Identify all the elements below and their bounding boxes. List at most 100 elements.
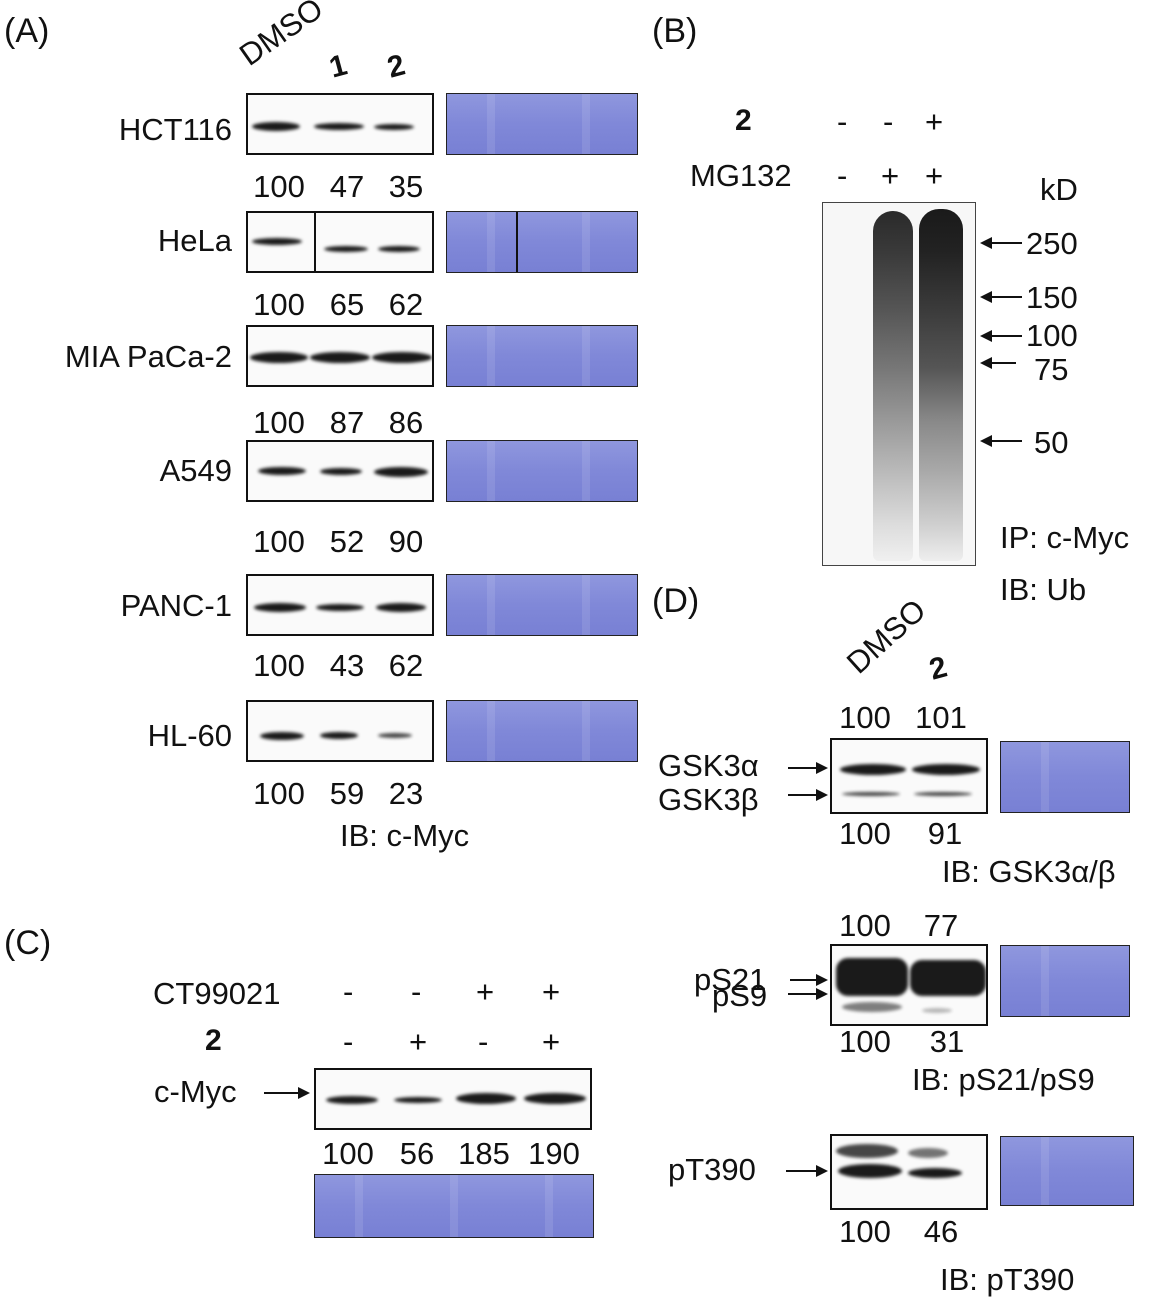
unit-label: kD	[1040, 172, 1078, 207]
sign: -	[478, 1024, 489, 1059]
label-arrow-line	[788, 767, 818, 769]
quant-value: 100	[253, 776, 305, 811]
quant-value: 100	[839, 908, 891, 943]
marker-line	[990, 242, 1022, 244]
quant-value: 100	[253, 405, 305, 440]
sign: -	[411, 974, 422, 1009]
treatment-name: 2	[205, 1024, 222, 1057]
cell-line-label: HCT116	[118, 112, 232, 147]
treatment-name: 2	[735, 104, 752, 137]
blot-band	[320, 468, 362, 475]
blot-band	[310, 352, 370, 363]
blot-band	[252, 238, 302, 245]
western-blot	[246, 440, 434, 502]
lane-header-1: 1	[325, 48, 351, 85]
sign: -	[837, 104, 848, 139]
quant-value: 31	[929, 1024, 965, 1059]
blot-band	[376, 603, 426, 612]
blot-band	[316, 604, 364, 611]
panel-c-label: (C)	[4, 924, 52, 962]
western-blot	[246, 325, 434, 387]
quant-value: 56	[399, 1136, 435, 1171]
label-arrow-line	[788, 993, 818, 995]
blot-band	[320, 732, 358, 739]
blot-band	[378, 733, 412, 738]
quant-value: 190	[528, 1136, 580, 1171]
quant-value: 100	[839, 1024, 891, 1059]
protein-label: pS9	[712, 978, 768, 1013]
ip-label: IP: c-Myc	[1000, 520, 1130, 555]
label-arrow-line	[786, 1170, 818, 1172]
target-arrow-line	[264, 1092, 300, 1094]
ib-label: IB: GSK3α/β	[942, 854, 1116, 889]
blot-band	[836, 958, 908, 996]
quant-value: 87	[329, 405, 365, 440]
cell-line-label: HeLa	[157, 223, 232, 258]
ib-label: IB: pS21/pS9	[912, 1062, 1095, 1097]
loading-control-stain	[446, 93, 638, 155]
blot-band	[922, 1008, 952, 1013]
cell-line-label: A549	[159, 453, 232, 488]
blot-band	[842, 1002, 902, 1012]
protein-label: pS21	[694, 962, 767, 997]
loading-control-stain	[446, 700, 638, 762]
panel-d-label: (D)	[652, 582, 700, 620]
label-arrow	[816, 1165, 828, 1177]
lane-smear	[873, 211, 913, 561]
blot-band	[378, 246, 420, 252]
quant-value: 47	[329, 169, 365, 204]
lane-header-dmso: DMSO	[233, 0, 330, 73]
loading-control-stain	[446, 574, 638, 636]
ib-label: IB: pT390	[940, 1262, 1075, 1297]
western-blot	[830, 738, 988, 814]
quant-value: 91	[927, 816, 963, 851]
marker-arrow	[980, 435, 992, 447]
marker-value: 150	[1026, 280, 1078, 315]
cell-line-label: PANC-1	[120, 588, 232, 623]
loading-control-stain	[1000, 945, 1130, 1017]
blot-band	[250, 352, 308, 363]
blot-band	[910, 960, 986, 996]
label-arrow-line	[790, 979, 818, 981]
blot-band	[258, 467, 306, 475]
blot-band	[842, 792, 900, 796]
blot-band	[372, 352, 432, 363]
sign: -	[343, 974, 354, 1009]
blot-band	[374, 467, 428, 477]
sign: +	[542, 974, 561, 1009]
western-blot	[314, 1068, 592, 1130]
blot-band	[914, 792, 972, 796]
lane-header-2: 2	[383, 48, 409, 85]
blot-band	[908, 1168, 962, 1178]
marker-line	[990, 440, 1022, 442]
western-blot	[246, 93, 434, 155]
marker-line	[990, 335, 1022, 337]
lane-header-dmso: DMSO	[839, 592, 933, 681]
blot-band	[524, 1093, 586, 1104]
blot-band	[836, 1144, 898, 1158]
panel-a-label: (A)	[4, 12, 50, 50]
blot-band	[326, 1096, 378, 1104]
western-blot	[246, 211, 434, 273]
marker-arrow	[980, 237, 992, 249]
marker-value: 100	[1026, 318, 1078, 353]
quant-value: 77	[923, 908, 959, 943]
quant-value: 101	[915, 700, 967, 735]
quant-value: 100	[253, 287, 305, 322]
loading-control-stain	[1000, 741, 1130, 813]
sign: +	[881, 158, 900, 193]
quant-value: 62	[388, 287, 424, 322]
protein-label: pT390	[668, 1152, 756, 1187]
treatment-name: MG132	[690, 158, 792, 193]
blot-band	[394, 1097, 442, 1103]
western-blot	[830, 944, 988, 1026]
cell-line-label: HL-60	[147, 718, 232, 753]
marker-line	[990, 362, 1016, 364]
sign: +	[476, 974, 495, 1009]
quant-value: 43	[329, 648, 365, 683]
quant-value: 65	[329, 287, 365, 322]
western-blot	[830, 1134, 988, 1210]
western-blot	[246, 700, 434, 762]
marker-arrow	[980, 357, 992, 369]
quant-value: 23	[388, 776, 424, 811]
